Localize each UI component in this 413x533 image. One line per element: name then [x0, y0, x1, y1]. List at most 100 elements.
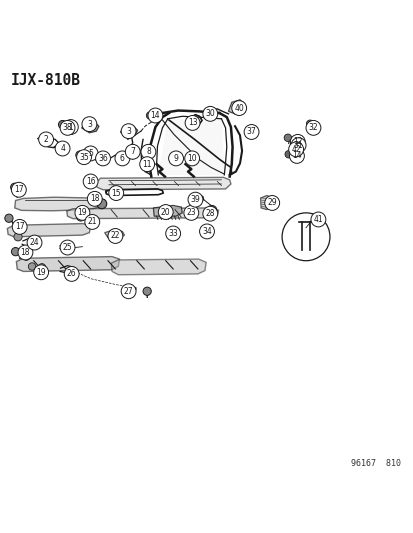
- Polygon shape: [104, 230, 124, 238]
- Text: 22: 22: [110, 231, 120, 240]
- Text: 8: 8: [146, 147, 150, 156]
- Text: 10: 10: [187, 154, 197, 163]
- Circle shape: [310, 212, 325, 227]
- Text: 34: 34: [202, 227, 211, 236]
- Text: 9: 9: [173, 154, 178, 163]
- Circle shape: [63, 119, 78, 134]
- Text: 39: 39: [190, 195, 200, 204]
- Circle shape: [28, 263, 36, 270]
- Circle shape: [288, 142, 303, 157]
- Circle shape: [97, 199, 107, 209]
- Circle shape: [5, 214, 13, 222]
- Polygon shape: [289, 150, 300, 158]
- Circle shape: [264, 196, 279, 211]
- Circle shape: [75, 205, 90, 220]
- Circle shape: [76, 150, 91, 165]
- Circle shape: [64, 245, 71, 251]
- Text: 28: 28: [205, 209, 214, 218]
- Circle shape: [108, 229, 123, 244]
- Polygon shape: [81, 122, 99, 133]
- Circle shape: [58, 120, 66, 128]
- Text: 15: 15: [111, 189, 121, 198]
- Text: 18: 18: [90, 195, 99, 203]
- Text: 35: 35: [79, 152, 89, 161]
- Text: 11: 11: [142, 160, 152, 168]
- Circle shape: [290, 134, 304, 149]
- Circle shape: [206, 205, 216, 215]
- Circle shape: [12, 247, 20, 256]
- Text: 1: 1: [68, 123, 73, 132]
- Text: 96167  810: 96167 810: [350, 459, 400, 468]
- Circle shape: [83, 146, 98, 161]
- Text: 6: 6: [120, 154, 125, 163]
- Text: 37: 37: [246, 127, 256, 136]
- Circle shape: [109, 185, 123, 200]
- Circle shape: [22, 253, 30, 260]
- Circle shape: [125, 144, 140, 159]
- Text: 21: 21: [87, 217, 97, 227]
- Polygon shape: [66, 208, 218, 219]
- Text: 19: 19: [77, 208, 87, 217]
- Text: 2: 2: [44, 135, 48, 144]
- Text: 18: 18: [21, 248, 30, 257]
- Circle shape: [143, 287, 151, 295]
- Circle shape: [231, 101, 246, 116]
- Text: 12: 12: [292, 138, 302, 147]
- Circle shape: [185, 116, 199, 131]
- Circle shape: [95, 151, 110, 166]
- Text: 4: 4: [60, 144, 65, 153]
- Text: 40: 40: [234, 103, 244, 112]
- Text: 23: 23: [186, 208, 196, 217]
- Text: 3: 3: [126, 127, 131, 136]
- Circle shape: [38, 264, 45, 271]
- Circle shape: [202, 206, 217, 221]
- Text: 7: 7: [130, 147, 135, 156]
- Circle shape: [121, 284, 136, 298]
- Polygon shape: [111, 259, 206, 274]
- Polygon shape: [17, 256, 119, 271]
- Circle shape: [12, 220, 27, 235]
- Circle shape: [184, 151, 199, 166]
- Circle shape: [85, 215, 94, 223]
- Circle shape: [83, 174, 98, 189]
- Circle shape: [11, 183, 19, 191]
- Polygon shape: [228, 100, 244, 114]
- Polygon shape: [260, 196, 271, 209]
- Text: 32: 32: [308, 123, 318, 132]
- Text: 41: 41: [313, 215, 323, 224]
- Circle shape: [203, 109, 210, 116]
- Circle shape: [76, 151, 84, 159]
- Circle shape: [165, 226, 180, 241]
- Circle shape: [12, 182, 26, 197]
- Circle shape: [168, 151, 183, 166]
- Circle shape: [38, 132, 53, 147]
- Text: 20: 20: [161, 207, 170, 216]
- Text: 19: 19: [36, 268, 46, 277]
- Circle shape: [305, 120, 320, 135]
- Circle shape: [244, 125, 259, 140]
- Circle shape: [289, 149, 304, 163]
- Circle shape: [141, 144, 155, 159]
- Circle shape: [14, 233, 22, 241]
- Text: 27: 27: [123, 287, 133, 296]
- Text: 36: 36: [98, 154, 108, 163]
- Text: 17: 17: [14, 185, 24, 194]
- Text: 25: 25: [63, 243, 72, 252]
- Circle shape: [76, 213, 85, 221]
- Circle shape: [284, 150, 292, 158]
- Text: 24: 24: [30, 238, 39, 247]
- Text: 42: 42: [291, 145, 300, 154]
- Text: 33: 33: [168, 229, 178, 238]
- Circle shape: [306, 120, 313, 127]
- Circle shape: [140, 157, 154, 172]
- Text: 13: 13: [187, 118, 197, 127]
- Circle shape: [290, 138, 305, 152]
- Circle shape: [94, 152, 102, 161]
- Text: IJX-810B: IJX-810B: [11, 74, 81, 88]
- Text: 5: 5: [88, 149, 93, 158]
- Circle shape: [87, 191, 102, 206]
- Circle shape: [115, 151, 130, 166]
- Circle shape: [85, 214, 100, 229]
- Circle shape: [158, 205, 173, 220]
- Circle shape: [121, 124, 136, 139]
